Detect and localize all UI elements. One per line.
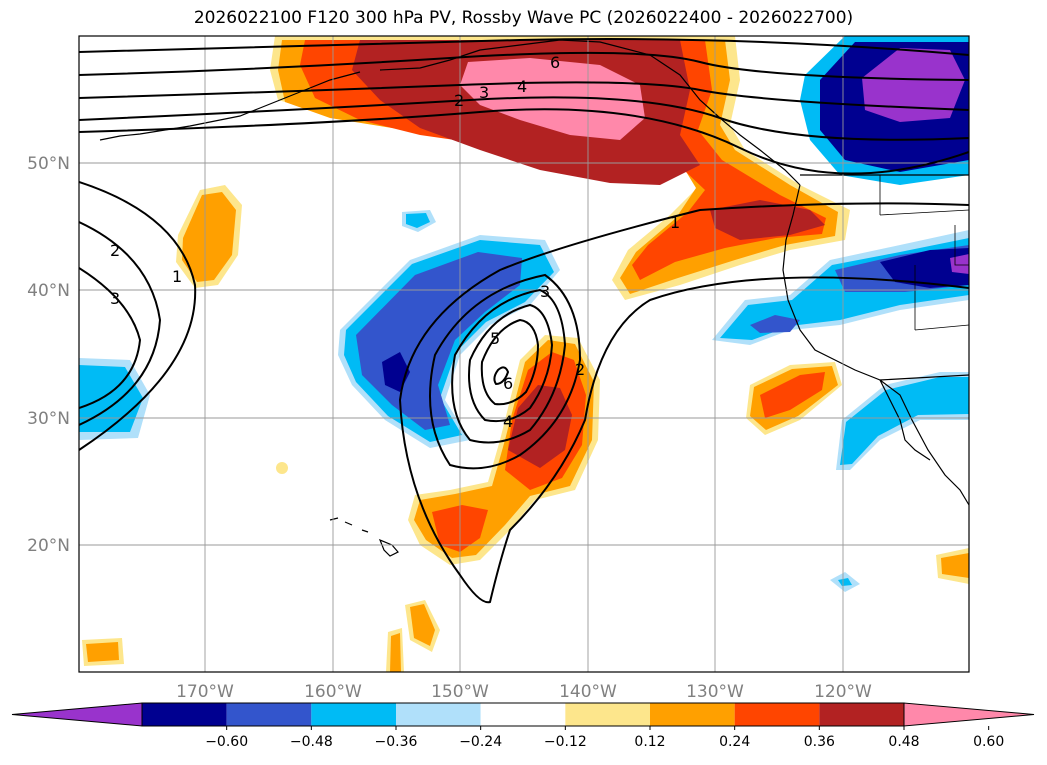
contour-trough-6	[493, 366, 510, 386]
contour-label: 3	[110, 289, 120, 308]
contour-label: 2	[110, 241, 120, 260]
lon-label: 120°W	[814, 682, 872, 702]
colorbar-extend-low	[11, 702, 143, 727]
us-mexico-border	[879, 374, 969, 381]
contour-label: 2	[575, 360, 585, 379]
contour-wave-3	[79, 267, 142, 409]
colorbar-segment	[396, 703, 481, 726]
pv-positive-region-coast	[710, 200, 825, 240]
lon-label: 140°W	[559, 682, 617, 702]
lat-label: 50°N	[27, 154, 70, 174]
contour-wave-2	[79, 221, 162, 426]
map-frame	[78, 35, 970, 673]
lat-label: 30°N	[27, 409, 70, 429]
lat-label: 20°N	[27, 536, 70, 556]
contour-label: 1	[670, 213, 680, 232]
pv-negative-small-1-inner	[406, 213, 430, 228]
contour-north-1	[79, 38, 969, 56]
lon-label: 130°W	[686, 682, 744, 702]
colorbar-segment	[734, 703, 820, 726]
pv-positive-region-north-pink	[460, 58, 645, 140]
hawaii-islands	[329, 517, 399, 557]
colorbar-tick-label: 0.36	[804, 734, 835, 750]
colorbar-segment	[142, 703, 227, 726]
contour-label: 2	[454, 91, 464, 110]
pv-negative-region-west-cyan	[79, 365, 143, 432]
gridlines	[79, 36, 969, 672]
pv-positive-region-east-red	[760, 372, 825, 418]
colorbar-tick-label: −0.60	[205, 734, 248, 750]
contour-north-4	[79, 96, 969, 141]
longitude-labels: 170°W 160°W 150°W 140°W 130°W 120°W	[176, 682, 872, 702]
colorbar: −0.60 −0.48 −0.36 −0.24 −0.12 0.12 0.24 0.36 0.4…	[11, 702, 1035, 750]
pv-positive-small-2-inner	[390, 633, 401, 672]
pv-positive-dot	[276, 462, 288, 474]
colorbar-segment	[819, 703, 904, 726]
colorbar-tick-label: −0.48	[290, 734, 333, 750]
contour-label: 3	[479, 83, 489, 102]
colorbar-tick-label: −0.24	[459, 734, 502, 750]
colorbar-tick-label: −0.36	[375, 734, 418, 750]
contour-trough-5	[480, 318, 540, 406]
map-panel: 6 4 3 2 1 2 3 1 3 5 6 4 2	[78, 35, 970, 673]
colorbar-segment	[565, 703, 650, 726]
contour-label: 1	[172, 267, 182, 286]
lon-label: 170°W	[176, 682, 234, 702]
lat-label: 40°N	[27, 281, 70, 301]
colorbar-segment	[311, 703, 396, 726]
map-title: 2026022100 F120 300 hPa PV, Rossby Wave …	[193, 8, 854, 28]
contour-label: 4	[503, 412, 513, 431]
state-borders	[879, 175, 969, 331]
colorbar-frame	[141, 702, 905, 727]
contour-label: 4	[517, 77, 527, 96]
contour-north-2	[79, 51, 969, 81]
contour-label: 3	[540, 282, 550, 301]
contour-north-3	[79, 81, 969, 111]
contour-trough-1	[398, 202, 969, 604]
colorbar-tick-label: 0.60	[973, 734, 1004, 750]
contour-trough-2	[429, 273, 582, 470]
baja-california	[879, 379, 931, 461]
colorbar-tick-label: 0.12	[634, 734, 665, 750]
colorbar-tick-label: 0.48	[888, 734, 919, 750]
contour-lines	[79, 38, 969, 604]
pv-negative-region-southeast-cyan	[840, 377, 969, 465]
latitude-labels: 50°N 40°N 30°N 20°N	[27, 154, 70, 556]
pv-positive-small-3-inner	[86, 642, 119, 662]
contour-trough-3	[451, 288, 567, 444]
lon-label: 150°W	[431, 682, 489, 702]
pv-positive-region-south-darkred	[508, 385, 572, 468]
colorbar-extend-high	[903, 702, 1035, 727]
contour-trough-4	[468, 303, 554, 423]
north-america-west-coast	[782, 184, 969, 506]
colorbar-segment	[480, 703, 566, 726]
colorbar-segment	[226, 703, 312, 726]
contour-label-group: 6 4 3 2 1 2 3 1 3 5 6 4 2	[110, 53, 680, 431]
contour-label: 6	[503, 374, 513, 393]
pv-negative-region-northeast-core	[862, 48, 965, 122]
pv-positive-region-dateline-inner	[182, 192, 236, 282]
contour-wave-1	[79, 181, 197, 451]
lon-label: 160°W	[304, 682, 362, 702]
contour-label: 6	[550, 53, 560, 72]
contour-label: 5	[490, 329, 500, 348]
contour-north-5	[79, 108, 969, 175]
pv-positive-small-1-inner	[410, 604, 435, 646]
colorbar-tick-label: −0.12	[544, 734, 587, 750]
colorbar-segment	[650, 703, 735, 726]
pv-negative-small-2-inner	[838, 578, 852, 586]
pv-positive-small-4-inner	[941, 553, 969, 578]
pv-negative-region-california-core	[880, 248, 969, 288]
colorbar-tick-label: 0.24	[719, 734, 750, 750]
